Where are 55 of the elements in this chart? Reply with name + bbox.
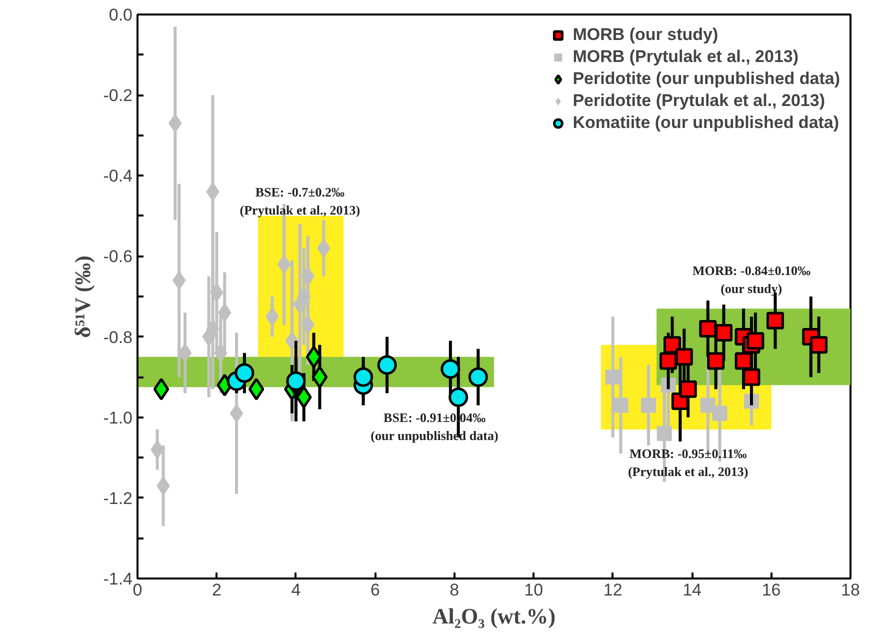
point [712, 406, 728, 421]
x-tick-label: 6 [370, 580, 380, 600]
point [605, 370, 620, 385]
x-tick-label: 0 [132, 580, 142, 600]
y-tick-label: -1.2 [103, 488, 133, 508]
point [377, 355, 397, 375]
point [766, 312, 784, 330]
x-axis-title: Al₂O₃ (wt.%) [432, 604, 556, 628]
point [234, 363, 254, 383]
annotation: MORB: -0.84±0.10‰ (our study) [692, 262, 810, 296]
x-tick-label: 18 [841, 580, 860, 600]
point [746, 332, 764, 350]
point [354, 367, 374, 387]
y-axis-title: δ⁵¹V (‰) [70, 256, 96, 338]
legend-label: Komatiite (our unpublished data) [572, 112, 840, 134]
legend-label: Peridotite (Prytulak et al., 2013) [572, 90, 825, 112]
point [664, 336, 681, 354]
y-tick-label: -0.4 [103, 166, 133, 186]
legend-label: MORB (our study) [572, 24, 718, 46]
legend-label: Peridotite (our unpublished data) [572, 68, 840, 90]
x-tick-label: 2 [212, 580, 222, 600]
point [707, 352, 725, 370]
x-tick-label: 8 [450, 580, 460, 600]
point [286, 371, 306, 391]
x-tick-label: 4 [291, 580, 301, 600]
point [700, 398, 716, 413]
legend-label: MORB (Prytulak et al., 2013) [572, 46, 799, 68]
point [306, 346, 322, 368]
point [296, 386, 312, 408]
x-tick-label: 12 [603, 580, 622, 600]
point [440, 359, 460, 379]
annotation: BSE: -0.7±0.2‰ (Prytulak et al., 2013) [240, 184, 360, 218]
y-tick-label: -1.0 [103, 408, 133, 428]
annotation: MORB: -0.95±0.11‰ (Prytulak et al., 2013) [628, 446, 748, 480]
point [714, 324, 732, 342]
x-tick-label: 10 [524, 580, 544, 600]
y-tick-label: 0.0 [108, 6, 133, 24]
x-tick-label: 16 [762, 580, 781, 600]
point [248, 378, 264, 400]
point [468, 367, 488, 387]
x-tick-label: 14 [682, 580, 702, 600]
y-tick-label: -0.8 [103, 328, 133, 347]
point [699, 320, 717, 338]
point [312, 366, 328, 388]
point [613, 398, 628, 413]
point [153, 378, 170, 400]
y-tick-label: -0.6 [103, 247, 133, 266]
point [810, 336, 828, 354]
point [656, 426, 672, 441]
point [640, 398, 656, 413]
point [448, 387, 468, 407]
point [675, 348, 693, 366]
point [679, 380, 697, 398]
y-tick-label: -1.4 [103, 570, 133, 588]
y-tick-label: -0.2 [103, 86, 133, 106]
